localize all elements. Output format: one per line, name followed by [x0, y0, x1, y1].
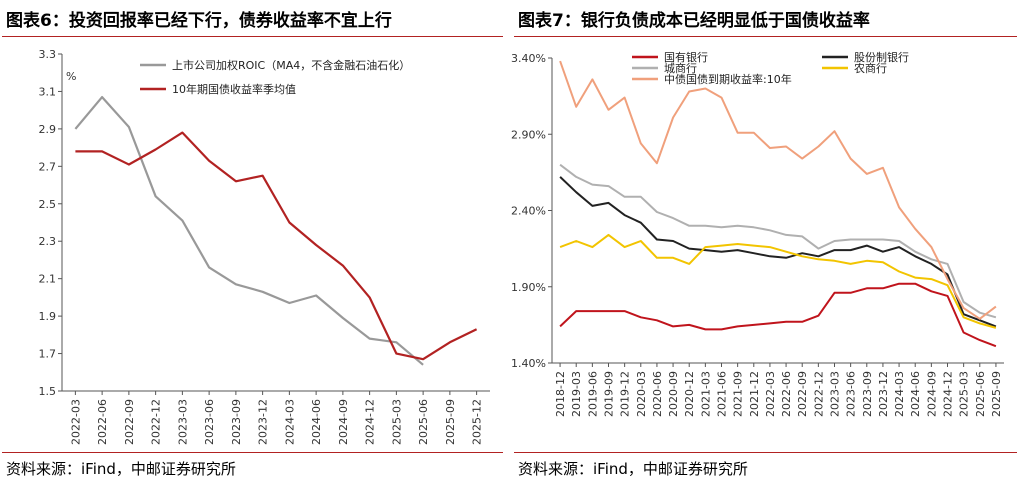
y-tick-label: 2.9 [39, 123, 57, 136]
x-tick-label: 2025-12 [471, 399, 484, 445]
y-tick-label: 2.90% [511, 128, 546, 141]
series-line-3 [559, 163, 997, 319]
legend-label-5: 中债国债到期收益率:10年 [664, 72, 792, 86]
left-chart-panel: 图表6：投资回报率已经下行，债券收益率不宜上行 3.3 3.1 2.9 2.7 2.5 2… [0, 0, 505, 492]
y-tick-label: 3.1 [39, 85, 57, 98]
x-tick-label: 2020-09 [667, 371, 680, 417]
x-tick-label: 2025-09 [444, 399, 457, 445]
x-tick-label: 2024-06 [909, 371, 922, 417]
x-tick-label: 2021-09 [732, 371, 745, 417]
x-tick-label: 2022-03 [69, 399, 82, 445]
x-tick-label: 2024-09 [337, 399, 350, 445]
legend-label-2: 10年期国债收益率季均值 [172, 82, 296, 96]
right-chart-plot: 3.40%2.90%2.40%1.90%1.40%2018-12 2019-03 2… [511, 50, 1004, 417]
x-tick-label: 2022-06 [96, 399, 109, 445]
legend-label-2: 股份制银行 [854, 50, 909, 64]
left-chart-source: 资料来源：iFind，中邮证券研究所 [6, 460, 236, 478]
series-line-1 [559, 282, 997, 348]
x-tick-label: 2025-03 [958, 371, 971, 417]
x-tick-label: 2022-09 [796, 371, 809, 417]
left-title-rule [2, 36, 503, 37]
x-tick-label: 2021-06 [716, 371, 729, 417]
x-tick-label: 2020-06 [651, 371, 664, 417]
right-title-rule [514, 36, 1017, 37]
x-tick-label: 2019-09 [603, 371, 616, 417]
y-tick-label: 2.40% [511, 205, 546, 218]
y-tick-label: 1.7 [39, 348, 57, 361]
x-tick-label: 2019-12 [619, 371, 632, 417]
series-line-2 [559, 176, 997, 328]
left-source-rule [2, 452, 503, 453]
x-tick-label: 2023-06 [203, 399, 216, 445]
y-tick-label: 3.40% [511, 52, 546, 65]
x-tick-label: 2024-09 [925, 371, 938, 417]
x-tick-label: 2022-12 [812, 371, 825, 417]
x-tick-label: 2020-12 [683, 371, 696, 417]
left-chart-plot: 3.3 3.1 2.9 2.7 2.5 2.3 2.1 1.9 1.7 1.5% 2022-03 20… [39, 48, 490, 445]
y-tick-label: 2.3 [39, 235, 57, 248]
x-tick-label: 2025-06 [417, 399, 430, 445]
right-chart-panel: 图表7：银行负债成本已经明显低于国债收益率 3.40% 2.90% 2.40% 1.9… [511, 0, 1019, 492]
right-source-rule [514, 452, 1017, 453]
y-tick-label: 1.9 [39, 310, 57, 323]
legend-label-1: 国有银行 [664, 50, 708, 64]
y-tick-label: 1.40% [511, 357, 546, 370]
x-tick-label: 2023-09 [861, 371, 874, 417]
right-chart-source: 资料来源：iFind，中邮证券研究所 [518, 460, 748, 478]
y-tick-label: 2.7 [39, 160, 57, 173]
y-tick-label: 3.3 [39, 48, 57, 61]
x-tick-label: 2024-03 [893, 371, 906, 417]
x-tick-label: 2022-03 [764, 371, 777, 417]
series-line-4 [559, 233, 997, 329]
legend-label-3: 城商行 [664, 61, 697, 75]
series-line-2 [75, 131, 478, 361]
y-tick-label: 1.5 [39, 385, 57, 398]
x-tick-label: 2021-03 [699, 371, 712, 417]
x-tick-label: 2025-03 [390, 399, 403, 445]
x-tick-label: 2024-12 [942, 371, 955, 417]
x-tick-label: 2023-03 [829, 371, 842, 417]
x-tick-label: 2021-12 [748, 371, 761, 417]
y-tick-label: 2.5 [39, 198, 57, 211]
series-line-1 [74, 96, 424, 366]
x-tick-label: 2025-09 [990, 371, 1003, 417]
x-tick-label: 2022-06 [780, 371, 793, 417]
x-tick-label: 2019-03 [570, 371, 583, 417]
y-tick-label: 2.1 [39, 273, 57, 286]
right-chart-title: 图表7：银行负债成本已经明显低于国债收益率 [518, 11, 870, 31]
y-tick-label: 1.90% [511, 281, 546, 294]
x-tick-label: 2023-09 [230, 399, 243, 445]
x-tick-label: 2025-06 [974, 371, 987, 417]
x-tick-label: 2023-06 [845, 371, 858, 417]
left-chart-title: 图表6：投资回报率已经下行，债券收益率不宜上行 [6, 11, 392, 31]
x-tick-label: 2024-03 [283, 399, 296, 445]
x-tick-label: 2022-09 [123, 399, 136, 445]
x-tick-label: 2023-03 [176, 399, 189, 445]
x-tick-label: 2024-06 [310, 399, 323, 445]
x-tick-label: 2020-03 [635, 371, 648, 417]
x-tick-label: 2024-12 [364, 399, 377, 445]
x-tick-label: 2018-12 [554, 371, 567, 417]
x-tick-label: 2023-12 [257, 399, 270, 445]
legend-label-4: 农商行 [854, 61, 887, 75]
x-tick-label: 2023-12 [877, 371, 890, 417]
x-tick-label: 2019-06 [586, 371, 599, 417]
series-line-5 [559, 60, 997, 320]
legend-label-1: 上市公司加权ROIC（MA4，不含金融石油石化） [172, 58, 410, 72]
x-tick-label: 2022-12 [150, 399, 163, 445]
y-axis-unit-label: % [66, 70, 76, 83]
